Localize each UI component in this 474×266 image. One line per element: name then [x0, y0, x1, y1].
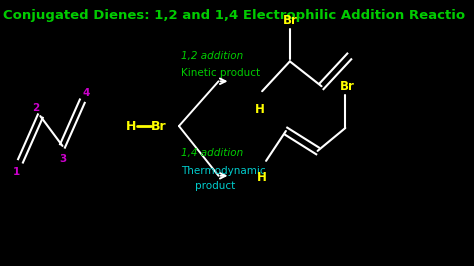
Text: H: H	[126, 119, 137, 132]
Text: H: H	[257, 171, 267, 184]
Text: H: H	[255, 103, 264, 116]
Text: product: product	[195, 181, 235, 191]
Text: Br: Br	[151, 119, 167, 132]
Text: Br: Br	[283, 14, 297, 27]
Text: Conjugated Dienes: 1,2 and 1,4 Electrophilic Addition Reactio: Conjugated Dienes: 1,2 and 1,4 Electroph…	[3, 9, 465, 22]
Text: 1,4 addition: 1,4 addition	[182, 148, 244, 158]
Text: 1: 1	[13, 167, 20, 177]
Text: 2: 2	[32, 103, 39, 113]
Text: 4: 4	[82, 88, 90, 98]
Text: 3: 3	[60, 154, 67, 164]
Text: 1,2 addition: 1,2 addition	[182, 51, 244, 61]
Text: Br: Br	[339, 80, 355, 93]
Text: Thermodynamic: Thermodynamic	[182, 166, 266, 176]
Text: Kinetic product: Kinetic product	[182, 68, 260, 78]
